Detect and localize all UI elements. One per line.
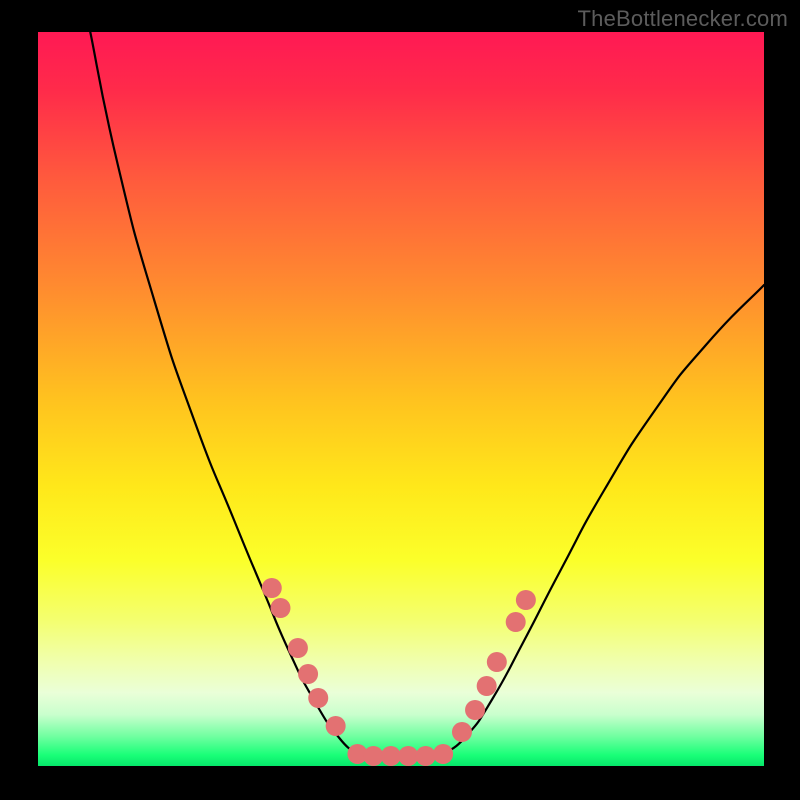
watermark-text: TheBottlenecker.com (578, 6, 788, 32)
data-marker (477, 676, 497, 696)
data-marker (308, 688, 328, 708)
data-marker (487, 652, 507, 672)
data-marker (270, 598, 290, 618)
data-marker (363, 746, 383, 766)
chart-container: TheBottlenecker.com (0, 0, 800, 800)
data-marker (288, 638, 308, 658)
data-marker (516, 590, 536, 610)
plot-background (38, 32, 764, 766)
chart-svg (0, 0, 800, 800)
data-marker (506, 612, 526, 632)
data-marker (433, 744, 453, 764)
data-marker (398, 746, 418, 766)
data-marker (381, 746, 401, 766)
data-marker (465, 700, 485, 720)
data-marker (298, 664, 318, 684)
data-marker (326, 716, 346, 736)
data-marker (262, 578, 282, 598)
data-marker (452, 722, 472, 742)
data-marker (416, 746, 436, 766)
